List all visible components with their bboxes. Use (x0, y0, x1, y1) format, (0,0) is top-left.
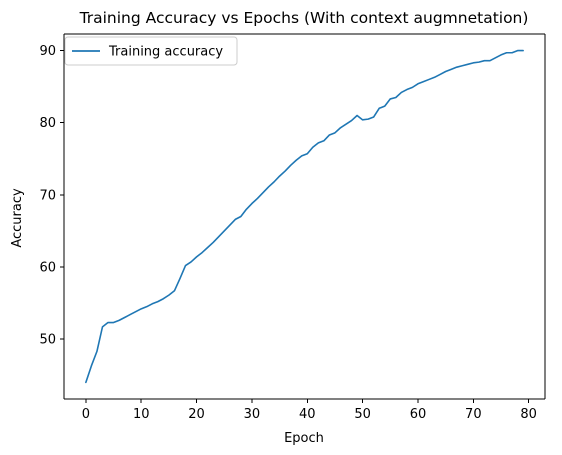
x-tick-label: 50 (354, 407, 371, 422)
y-tick-label: 70 (39, 188, 56, 203)
plot-area (64, 34, 545, 399)
y-axis-title: Accuracy (10, 188, 25, 248)
y-tick-label: 50 (39, 333, 56, 348)
y-tick-label: 90 (39, 44, 56, 59)
x-axis-title: Epoch (284, 431, 324, 446)
y-tick-label: 80 (39, 116, 56, 131)
y-tick-label: 60 (39, 260, 56, 275)
x-tick-label: 20 (188, 407, 205, 422)
chart-title: Training Accuracy vs Epochs (With contex… (79, 9, 529, 27)
x-tick-label: 30 (244, 407, 261, 422)
x-tick-label: 0 (82, 407, 90, 422)
x-tick-label: 70 (465, 407, 482, 422)
legend-label: Training accuracy (108, 45, 223, 60)
x-tick-label: 10 (133, 407, 150, 422)
x-tick-label: 60 (410, 407, 427, 422)
x-tick-label: 80 (520, 407, 537, 422)
x-tick-label: 40 (299, 407, 316, 422)
legend: Training accuracy (65, 37, 237, 65)
